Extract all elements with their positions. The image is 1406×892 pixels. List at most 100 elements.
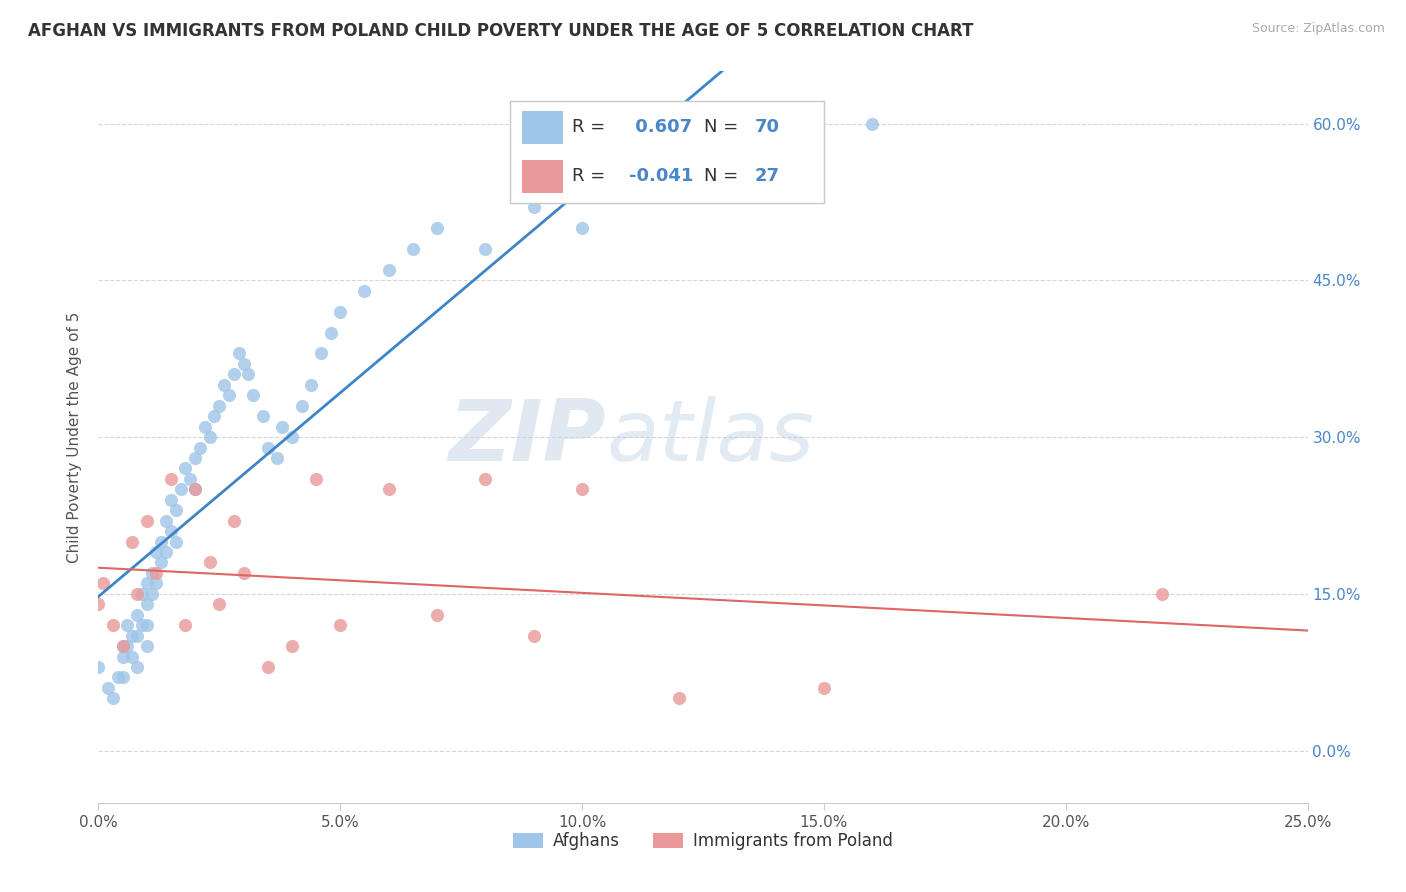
Point bbox=[281, 430, 304, 444]
Point bbox=[135, 618, 157, 632]
Point bbox=[117, 618, 139, 632]
Point bbox=[329, 304, 352, 318]
Point bbox=[377, 263, 399, 277]
Point bbox=[222, 514, 245, 528]
Point bbox=[131, 587, 153, 601]
Point bbox=[238, 368, 260, 382]
Point bbox=[127, 660, 149, 674]
Point bbox=[111, 649, 134, 664]
Point bbox=[184, 450, 207, 465]
Point bbox=[97, 681, 120, 695]
Point bbox=[135, 576, 157, 591]
Point bbox=[309, 346, 332, 360]
Point bbox=[107, 670, 129, 684]
Point bbox=[252, 409, 274, 424]
Point bbox=[101, 618, 124, 632]
Text: AFGHAN VS IMMIGRANTS FROM POLAND CHILD POVERTY UNDER THE AGE OF 5 CORRELATION CH: AFGHAN VS IMMIGRANTS FROM POLAND CHILD P… bbox=[28, 22, 973, 40]
Text: Source: ZipAtlas.com: Source: ZipAtlas.com bbox=[1251, 22, 1385, 36]
Point bbox=[765, 148, 787, 162]
Point bbox=[523, 200, 546, 214]
Point bbox=[319, 326, 342, 340]
Point bbox=[169, 483, 191, 497]
Point bbox=[571, 483, 593, 497]
Point bbox=[87, 597, 110, 611]
Point bbox=[135, 597, 157, 611]
Point bbox=[232, 357, 254, 371]
Point bbox=[87, 660, 110, 674]
Point bbox=[860, 117, 883, 131]
Y-axis label: Child Poverty Under the Age of 5: Child Poverty Under the Age of 5 bbox=[67, 311, 83, 563]
Point bbox=[160, 524, 183, 538]
Point bbox=[145, 576, 167, 591]
Text: ZIP: ZIP bbox=[449, 395, 606, 479]
Point bbox=[155, 545, 177, 559]
Point bbox=[218, 388, 240, 402]
Point bbox=[668, 691, 690, 706]
Point bbox=[179, 472, 201, 486]
Point bbox=[111, 639, 134, 653]
Point bbox=[145, 545, 167, 559]
Point bbox=[305, 472, 328, 486]
Point bbox=[204, 409, 226, 424]
Point bbox=[135, 514, 157, 528]
Point bbox=[111, 670, 134, 684]
Point bbox=[232, 566, 254, 580]
Point bbox=[121, 649, 143, 664]
Point bbox=[523, 629, 546, 643]
Point bbox=[426, 607, 449, 622]
Point bbox=[91, 576, 114, 591]
Point bbox=[101, 691, 124, 706]
Point bbox=[271, 419, 294, 434]
Point bbox=[127, 629, 149, 643]
Point bbox=[377, 483, 399, 497]
Point bbox=[141, 587, 163, 601]
Point bbox=[242, 388, 264, 402]
Point bbox=[184, 483, 207, 497]
Point bbox=[256, 660, 278, 674]
Point bbox=[668, 158, 690, 172]
Point bbox=[127, 587, 149, 601]
Point bbox=[1152, 587, 1174, 601]
Point bbox=[329, 618, 352, 632]
Point bbox=[121, 629, 143, 643]
Point bbox=[208, 399, 231, 413]
Point bbox=[222, 368, 245, 382]
Point bbox=[426, 221, 449, 235]
Point bbox=[813, 681, 835, 695]
Point bbox=[165, 534, 187, 549]
Point bbox=[474, 472, 496, 486]
Point bbox=[474, 242, 496, 256]
Point bbox=[131, 618, 153, 632]
Point bbox=[111, 639, 134, 653]
Point bbox=[145, 566, 167, 580]
Point bbox=[174, 461, 197, 475]
Point bbox=[198, 430, 221, 444]
Point bbox=[160, 472, 183, 486]
Point bbox=[150, 534, 173, 549]
Point bbox=[290, 399, 312, 413]
Point bbox=[208, 597, 231, 611]
Point bbox=[619, 179, 641, 194]
Point bbox=[198, 556, 221, 570]
Point bbox=[155, 514, 177, 528]
Legend: Afghans, Immigrants from Poland: Afghans, Immigrants from Poland bbox=[506, 825, 900, 856]
Point bbox=[228, 346, 250, 360]
Text: atlas: atlas bbox=[606, 395, 814, 479]
Point bbox=[353, 284, 375, 298]
Point bbox=[256, 441, 278, 455]
Point bbox=[150, 556, 173, 570]
Point bbox=[571, 221, 593, 235]
Point bbox=[212, 377, 235, 392]
Point bbox=[141, 566, 163, 580]
Point bbox=[266, 450, 288, 465]
Point bbox=[117, 639, 139, 653]
Point bbox=[127, 607, 149, 622]
Point bbox=[402, 242, 425, 256]
Point bbox=[188, 441, 211, 455]
Point bbox=[184, 483, 207, 497]
Point bbox=[121, 534, 143, 549]
Point bbox=[194, 419, 217, 434]
Point bbox=[174, 618, 197, 632]
Point bbox=[281, 639, 304, 653]
Point bbox=[135, 639, 157, 653]
